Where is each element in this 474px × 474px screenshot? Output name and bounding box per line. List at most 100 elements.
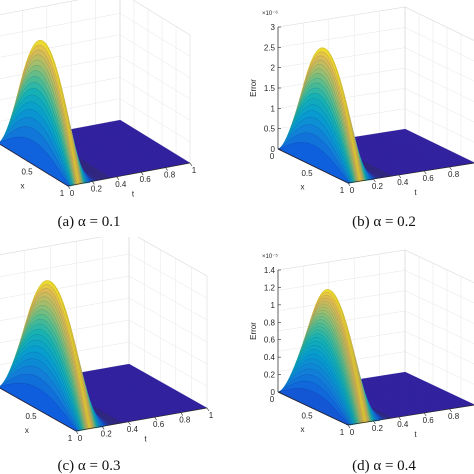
panel-b-floor-line [389, 131, 460, 166]
panel-c-t-tick-label: 0.8 [179, 416, 191, 425]
panel-a-t-tick-mark [140, 172, 144, 176]
panel-b-floor-line [395, 130, 466, 165]
panel-a-surface-mesh [0, 126, 70, 186]
panel-d-t-tick-mark [423, 412, 427, 417]
panel-d-surface-mesh [283, 345, 354, 425]
panel-b-x-tick-label: 1 [340, 186, 345, 195]
panel-a-floor-line [119, 119, 191, 164]
panel-b-floor-line [398, 129, 469, 165]
panel-a-floor-line [83, 126, 154, 171]
panel-a-floor-line [86, 126, 157, 170]
panel-d-z-tick-label: 1.4 [264, 266, 276, 275]
panel-b-surface-mesh [279, 124, 351, 183]
panel-d-t-tick-mark [398, 416, 402, 421]
panel-d-t-tick-label: 0.2 [372, 424, 384, 433]
panel-c-surface-mesh [2, 339, 81, 431]
panel-a-surface-mesh [0, 136, 69, 186]
panel-d-floor-line [354, 379, 425, 414]
panel-d-surface-mesh [279, 381, 350, 425]
panel-c-t-tick-mark [180, 412, 184, 416]
panel-d-t-tick-mark [347, 424, 351, 429]
panel-a-t-tick-mark [189, 162, 193, 167]
panel-a-floor-line [116, 120, 188, 164]
panel-a-x-tick-label: 1 [60, 189, 65, 198]
panel-a-t-tick-label: 0 [70, 189, 75, 198]
panel-b-floor-line [366, 134, 437, 170]
panel-b-t-axis-label: t [414, 188, 417, 197]
panel-a-floor-line [80, 127, 151, 171]
panel-b-t-tick-mark [398, 174, 402, 179]
panel-a-surface-mesh [0, 117, 70, 186]
panel-a-t-tick-mark [116, 176, 120, 180]
panel-d-floor-line [389, 374, 460, 408]
panel-d-t-tick-mark [449, 408, 452, 413]
panel-d-floor-line [360, 378, 431, 413]
panel-a-surface-curve [0, 136, 69, 187]
panel-a-t-tick-mark [92, 181, 95, 185]
panel-c-t-tick-mark [154, 417, 157, 421]
panel-d-floor-line [395, 373, 466, 407]
panel-d-z-axis-label: Error [249, 322, 258, 340]
panel-c-floor-line [79, 372, 158, 417]
panel-c-surface-mesh [3, 334, 82, 431]
panel-b-t-tick-label: 0.8 [448, 170, 460, 179]
panel-a-floor-line [71, 129, 142, 173]
panel-c-floor-line [83, 371, 162, 417]
panel-b-t-tick-mark [449, 166, 452, 171]
panel-d-t-tick-label: 0 [350, 428, 355, 437]
panel-d-z-tick-label: 1.2 [264, 283, 276, 292]
panel-c-surface-mesh [0, 365, 79, 431]
panel-c-surface-mesh [3, 328, 83, 431]
panel-c-floor-line [86, 371, 165, 416]
panel-d-surface-mesh [280, 368, 351, 425]
panel-c-t-tick-label: 0.4 [127, 425, 139, 434]
panel-b-surface-mesh [281, 104, 352, 183]
panel-a-surface-mesh [2, 82, 74, 186]
panel-d-z-tick-label: 0.2 [264, 371, 276, 380]
panel-b-grid-line [277, 27, 474, 62]
panel-b-x-tick-label: 0.5 [301, 169, 313, 178]
panel-a-floor-line [107, 122, 178, 166]
panel-b-floor-line [373, 133, 444, 169]
panel-a: 0 0.2 0.4 0.6 0.8 1 0.5 1 x t [0, 0, 197, 199]
panel-d-t-tick-label: 0.4 [397, 420, 409, 429]
panel-b-surface-mesh [280, 117, 351, 183]
panel-a-t-tick-label: 0.4 [115, 180, 127, 189]
panel-c-floor-line [105, 367, 185, 413]
panel-a-t-tick-mark [67, 185, 71, 190]
caption-a: (a) α = 0.1 [58, 214, 121, 230]
panel-b-floor-line [385, 131, 457, 167]
panel-c-surface-mesh [1, 345, 81, 431]
panel-b-surface-mesh [278, 142, 349, 183]
panel-d-x-tick-label: 0.5 [301, 412, 313, 421]
panel-c-floor-line [76, 373, 155, 418]
panel-d-surface-mesh [279, 374, 351, 425]
panel-a-t-tick-label: 0.8 [164, 171, 176, 180]
panel-b-z-tick-label: 0 [271, 145, 276, 154]
panel-c-surface-mesh [1, 351, 80, 431]
panel-d-z-tick-label: 0.4 [264, 353, 276, 362]
panel-d-surface-mesh [281, 363, 352, 425]
panel-a-surface-mesh [2, 88, 73, 186]
panel-c-floor-line [122, 364, 201, 410]
panel-b-t-tick-label: 0.2 [372, 182, 384, 191]
panel-a-floor-line [113, 120, 185, 165]
panel-a-floor-line [104, 122, 175, 167]
panel-b-z-tick-label: 3 [271, 23, 276, 32]
panel-c-t-tick-mark [75, 430, 79, 435]
panel-c-t-tick-label: 0.2 [101, 429, 113, 438]
panel-b-t-tick-mark [373, 178, 376, 183]
panel-c-x-tick-label: 1 [68, 434, 73, 443]
panel-b-surface-mesh [282, 92, 354, 183]
panel-a-floor-line [89, 125, 160, 169]
panel-c-floor-line [115, 366, 194, 411]
panel-c-floor-line [128, 363, 208, 409]
panel-d-t-tick-mark [373, 420, 376, 425]
panel-c-floor-line [99, 369, 178, 414]
panel-b-floor-line [379, 132, 450, 168]
panel-c-grid-line [0, 253, 208, 299]
panel-d-surface-mesh [284, 341, 355, 425]
panel-b-z-tick-label: 2.5 [264, 43, 276, 52]
panel-c-t-tick-mark [101, 426, 105, 430]
